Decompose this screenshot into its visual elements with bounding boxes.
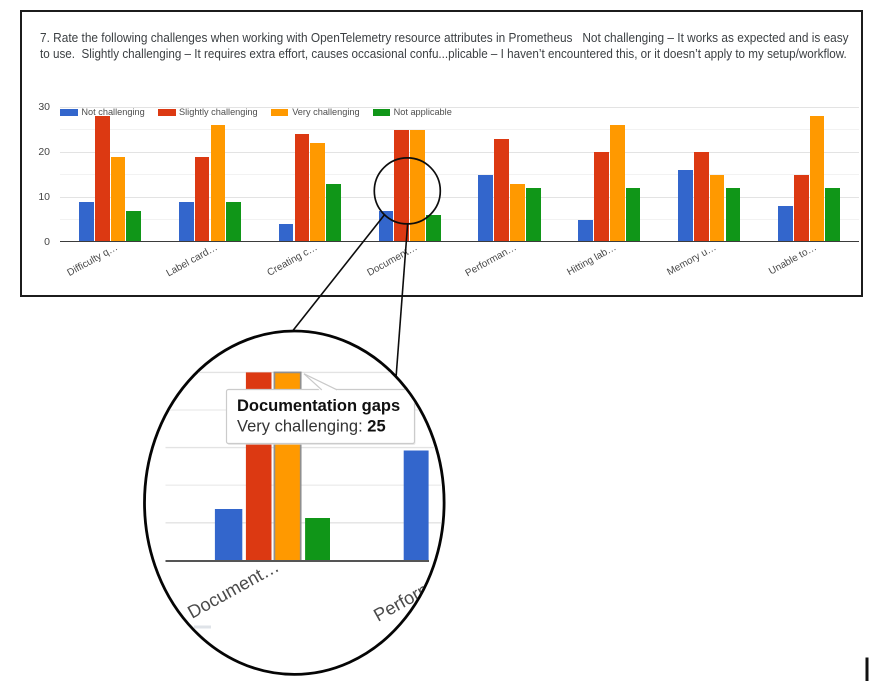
svg-text:Very challenging: 25: Very challenging: 25 <box>237 418 386 436</box>
svg-text:Documentation gaps: Documentation gaps <box>237 397 400 415</box>
